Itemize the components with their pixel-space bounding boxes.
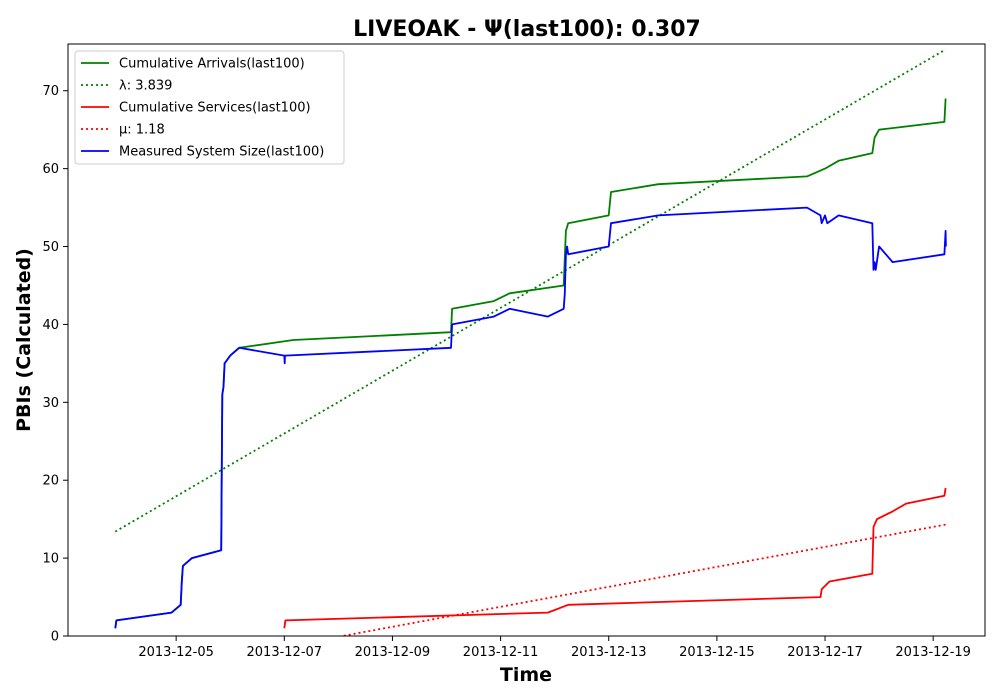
x-axis-label: Time — [500, 664, 552, 686]
legend-label-4: Measured System Size(last100) — [119, 145, 324, 160]
y-tick-label: 70 — [42, 84, 59, 99]
legend-label-0: Cumulative Arrivals(last100) — [119, 57, 305, 72]
y-tick-label: 40 — [42, 318, 59, 333]
x-tick-label: 2013-12-17 — [787, 645, 863, 660]
y-tick-label: 30 — [42, 396, 59, 411]
y-tick-label: 10 — [42, 552, 59, 567]
x-tick-label: 2013-12-07 — [247, 645, 323, 660]
x-tick-label: 2013-12-19 — [895, 645, 971, 660]
chart-title: LIVEOAK - Ψ(last100): 0.307 — [353, 17, 701, 42]
x-tick-label: 2013-12-09 — [355, 645, 431, 660]
x-tick-label: 2013-12-13 — [571, 645, 647, 660]
y-tick-label: 50 — [42, 240, 59, 255]
y-tick-label: 60 — [42, 162, 59, 177]
x-tick-label: 2013-12-15 — [679, 645, 755, 660]
y-axis-label: PBIs (Calculated) — [13, 248, 35, 432]
legend-label-1: λ: 3.839 — [119, 79, 172, 94]
y-tick-label: 20 — [42, 474, 59, 489]
y-tick-label: 0 — [51, 630, 59, 645]
legend-label-2: Cumulative Services(last100) — [119, 101, 311, 116]
x-tick-label: 2013-12-05 — [138, 645, 214, 660]
legend: Cumulative Arrivals(last100) λ: 3.839 Cumu… — [75, 51, 344, 164]
x-tick-label: 2013-12-11 — [463, 645, 539, 660]
legend-label-3: μ: 1.18 — [119, 123, 165, 138]
